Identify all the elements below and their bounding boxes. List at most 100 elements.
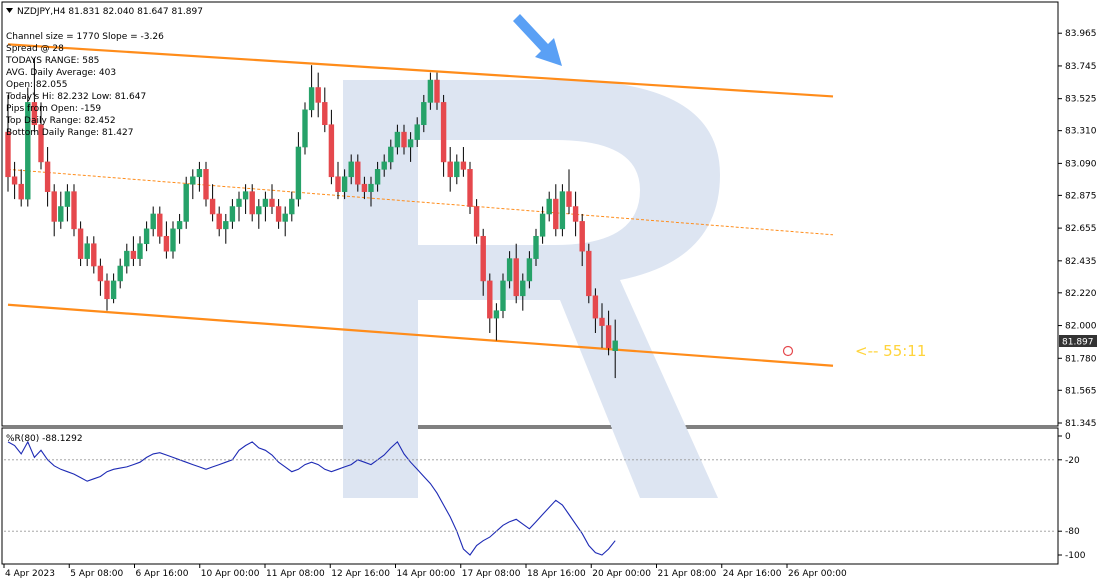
candle	[216, 206, 222, 237]
candle-body	[5, 131, 11, 178]
candle	[394, 124, 401, 155]
candle-body	[150, 213, 156, 230]
symbol-header: NZDJPY,H4 81.831 82.040 81.647 81.897	[6, 7, 203, 17]
candle	[348, 154, 354, 185]
candle-body	[401, 131, 407, 148]
candle-body	[506, 258, 513, 282]
candle-body	[341, 176, 348, 192]
indicator-panel-frame	[1, 427, 1059, 565]
candle	[157, 206, 163, 244]
candle	[130, 236, 137, 267]
candle	[374, 161, 381, 192]
candle	[38, 102, 44, 170]
candle-body	[553, 198, 559, 230]
candle	[242, 184, 249, 214]
candle	[183, 176, 189, 229]
price-marker-icon	[782, 345, 794, 357]
candle-body	[447, 161, 453, 178]
candle	[18, 169, 24, 207]
candle-body	[91, 243, 97, 267]
info-line: Spread @ 28	[6, 44, 64, 54]
candle	[97, 258, 104, 296]
candle-body	[216, 213, 222, 230]
candle	[282, 206, 288, 237]
candles	[5, 57, 618, 379]
current-price-label: 81.897	[1062, 338, 1094, 348]
candle	[513, 243, 519, 304]
channel-upper-line	[7, 43, 834, 98]
candle-body	[229, 206, 236, 222]
info-line: Bottom Daily Range: 81.427	[6, 128, 133, 138]
candle	[480, 228, 486, 296]
dropdown-triangle-icon[interactable]	[6, 8, 13, 13]
candle-body	[51, 191, 57, 222]
price-axis: 83.965 83.745 83.525 83.310 83.090 82.875 82.6…	[1058, 29, 1097, 429]
bar-timer: <-- 55:11	[855, 342, 926, 360]
candle-body	[493, 310, 500, 319]
candle-body	[322, 102, 328, 126]
symbol-quote: NZDJPY,H4 81.831 82.040 81.647 81.897	[17, 7, 203, 17]
candle	[71, 184, 77, 237]
time-tick-label: 10 Apr 00:00	[201, 569, 260, 579]
candle-body	[414, 124, 420, 140]
candle	[58, 191, 64, 229]
candle-body	[223, 221, 229, 230]
candle	[434, 72, 440, 110]
candle	[506, 251, 513, 289]
candle	[605, 310, 612, 356]
candle-body	[381, 161, 387, 170]
info-line: Today's Hi: 82.232 Low: 81.647	[5, 92, 146, 102]
candle	[117, 258, 123, 289]
candle	[361, 176, 368, 200]
candle-body	[394, 131, 401, 148]
candle-body	[163, 235, 170, 252]
candle-body	[84, 243, 90, 259]
candle	[249, 184, 255, 222]
candle-body	[236, 198, 242, 207]
candle	[427, 72, 434, 110]
candle	[454, 154, 460, 185]
indicator-axis: 0 -20 -80 -100	[4, 432, 1086, 561]
candle	[203, 161, 209, 207]
candle-body	[157, 213, 163, 237]
candle	[209, 184, 216, 222]
candle-body	[612, 340, 618, 351]
candle	[322, 87, 328, 133]
candle	[295, 132, 302, 207]
candle-body	[487, 280, 493, 319]
candle-body	[335, 176, 341, 192]
candle	[223, 213, 229, 244]
candle-body	[203, 169, 209, 200]
candle-body	[374, 169, 381, 185]
candle-body	[176, 221, 183, 230]
candle-body	[460, 161, 467, 170]
candle	[335, 161, 341, 200]
candle-body	[566, 191, 572, 207]
candle	[124, 243, 130, 274]
candle-body	[421, 102, 427, 126]
candle	[150, 206, 156, 237]
candle	[143, 221, 150, 252]
candle-body	[71, 191, 77, 230]
candle	[500, 273, 506, 319]
wpr-tick-label: -80	[1065, 527, 1080, 537]
time-tick-label: 14 Apr 00:00	[397, 569, 456, 579]
time-tick-label: 4 Apr 2023	[5, 569, 55, 579]
candle-body	[282, 213, 288, 222]
candle-body	[388, 146, 394, 163]
candle-body	[104, 280, 110, 300]
candle	[176, 213, 183, 244]
candle	[566, 169, 572, 214]
price-tick-label: 82.435	[1065, 257, 1097, 267]
candle	[104, 273, 110, 311]
candle-body	[520, 280, 526, 297]
candle	[440, 94, 447, 177]
time-tick-label: 6 Apr 16:00	[136, 569, 189, 579]
channel-lower-line	[7, 303, 834, 367]
candle-body	[539, 213, 546, 237]
candle	[546, 191, 552, 222]
candle-body	[605, 325, 612, 349]
candle-body	[467, 169, 473, 207]
candle-body	[64, 191, 71, 207]
arrow-down-icon	[513, 14, 562, 66]
